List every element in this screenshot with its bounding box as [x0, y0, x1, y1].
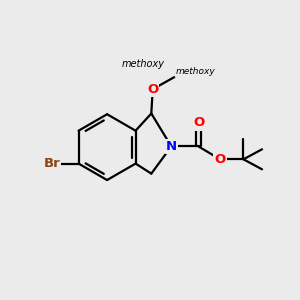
Text: N: N [166, 140, 177, 153]
Text: O: O [214, 153, 226, 166]
Text: O: O [193, 116, 204, 130]
Text: methoxy: methoxy [176, 67, 215, 76]
Text: methoxy: methoxy [121, 59, 164, 69]
Text: O: O [147, 83, 158, 96]
Text: Br: Br [44, 157, 60, 170]
